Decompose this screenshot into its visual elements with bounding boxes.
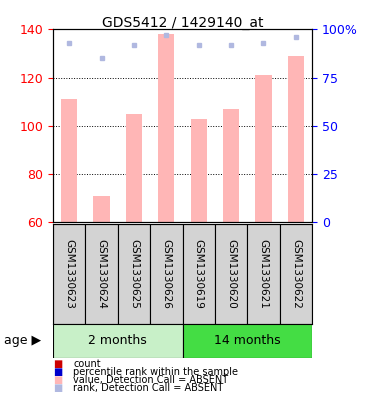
- Bar: [158, 34, 174, 222]
- Text: GSM1330622: GSM1330622: [291, 239, 301, 309]
- Bar: [223, 109, 239, 222]
- Text: ■: ■: [53, 359, 62, 369]
- Bar: [255, 75, 272, 222]
- Bar: [126, 114, 142, 222]
- Text: GSM1330620: GSM1330620: [226, 239, 236, 309]
- Text: value, Detection Call = ABSENT: value, Detection Call = ABSENT: [73, 375, 228, 385]
- Text: GSM1330619: GSM1330619: [194, 239, 204, 309]
- Text: 14 months: 14 months: [214, 334, 281, 347]
- Bar: [53, 224, 85, 324]
- Bar: [118, 224, 150, 324]
- Bar: [280, 224, 312, 324]
- Text: ■: ■: [53, 375, 62, 385]
- Bar: [61, 99, 77, 222]
- Text: ■: ■: [53, 383, 62, 393]
- Text: rank, Detection Call = ABSENT: rank, Detection Call = ABSENT: [73, 383, 223, 393]
- Bar: [150, 224, 182, 324]
- Bar: [182, 324, 312, 358]
- Bar: [247, 224, 280, 324]
- Text: GSM1330625: GSM1330625: [129, 239, 139, 309]
- Bar: [215, 224, 247, 324]
- Text: GSM1330621: GSM1330621: [258, 239, 269, 309]
- Text: GSM1330626: GSM1330626: [161, 239, 171, 309]
- Text: percentile rank within the sample: percentile rank within the sample: [73, 367, 238, 377]
- Bar: [182, 224, 215, 324]
- Text: age ▶: age ▶: [4, 334, 41, 347]
- Bar: [191, 119, 207, 222]
- Text: GSM1330623: GSM1330623: [64, 239, 74, 309]
- Bar: [53, 324, 182, 358]
- Text: GDS5412 / 1429140_at: GDS5412 / 1429140_at: [102, 16, 263, 30]
- Text: 2 months: 2 months: [88, 334, 147, 347]
- Bar: [93, 196, 110, 222]
- Bar: [288, 56, 304, 222]
- Text: count: count: [73, 359, 101, 369]
- Text: GSM1330624: GSM1330624: [96, 239, 107, 309]
- Text: ■: ■: [53, 367, 62, 377]
- Bar: [85, 224, 118, 324]
